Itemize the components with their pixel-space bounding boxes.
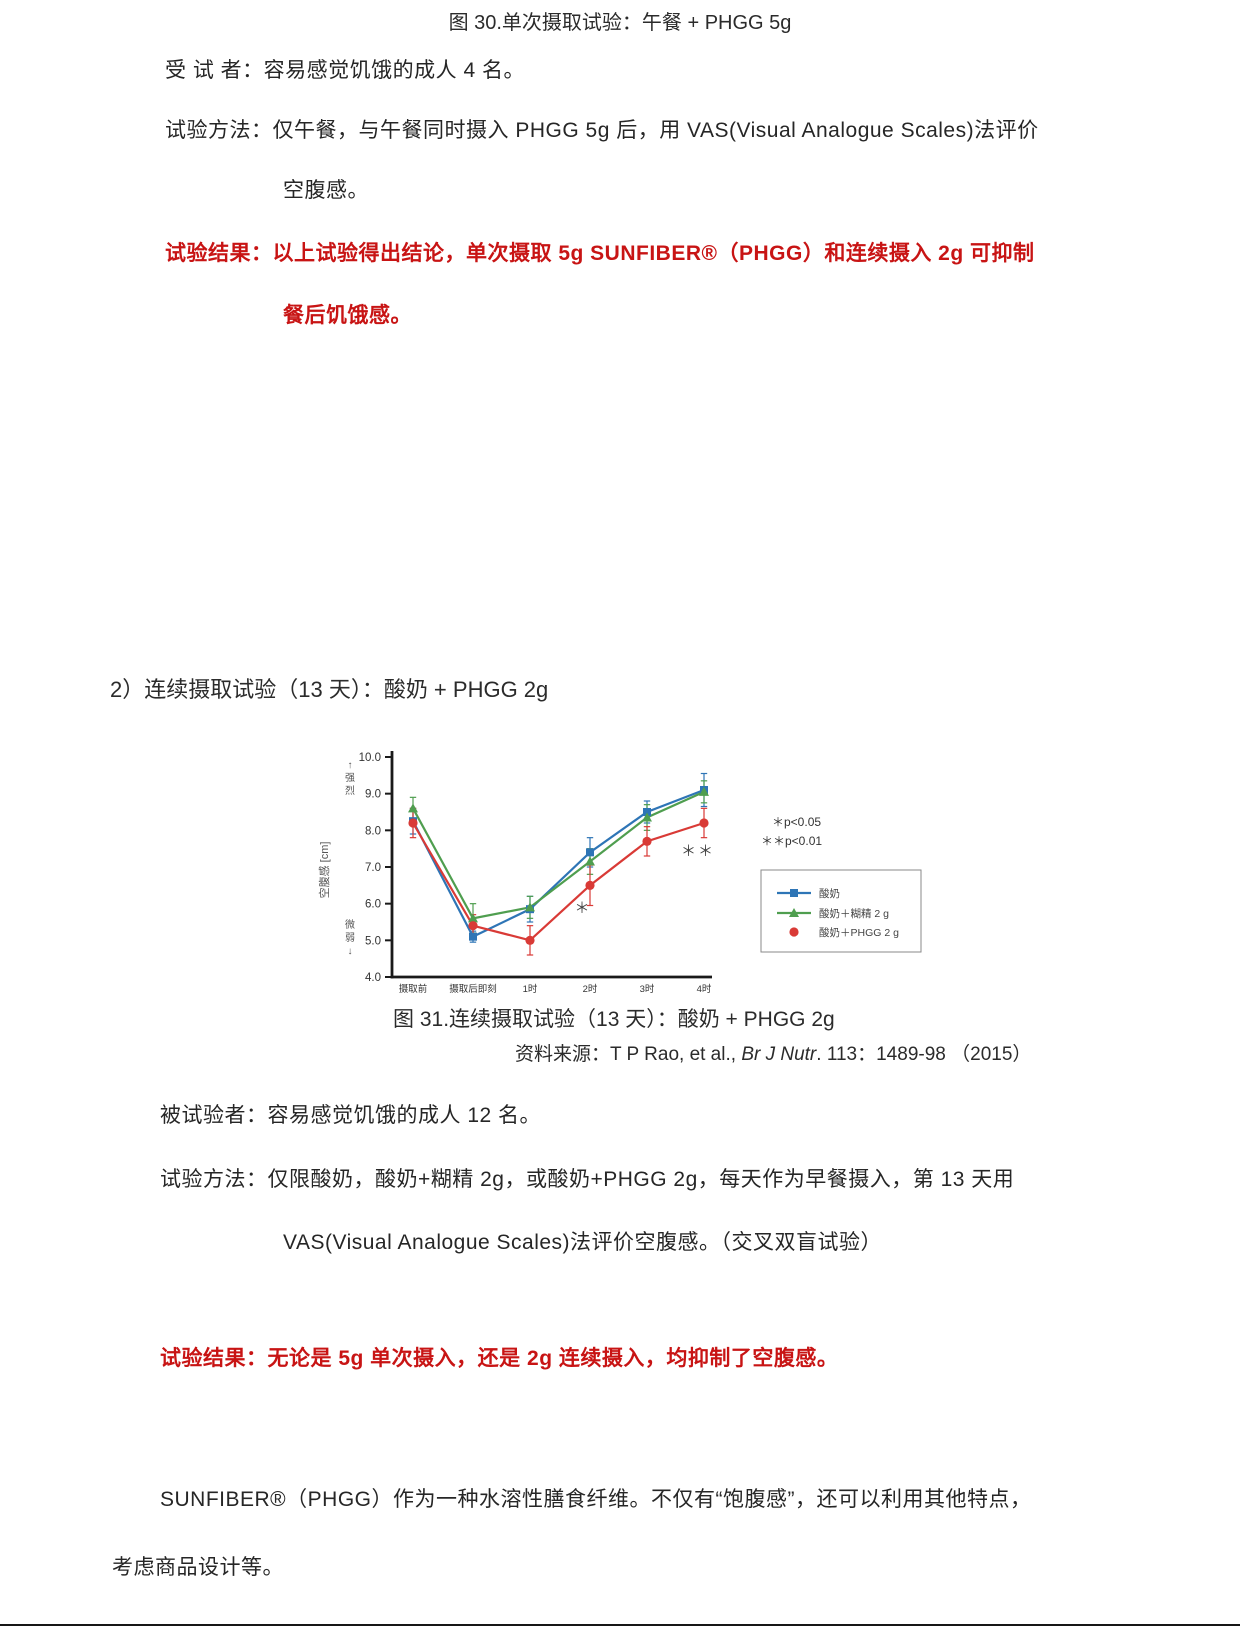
s1-result-line1: 试验结果：以上试验得出结论，单次摄取 5g SUNFIBER®（PHGG）和连续… [165,242,1035,265]
series-line [412,790,705,920]
y-tick-label: 8.0 [365,825,381,837]
marker-circle [699,818,709,828]
p-note-1: ＊p<0.05 [772,815,821,829]
figure31-source: 资料来源：T P Rao, et al., Br J Nutr. 113：148… [515,1039,1031,1066]
y-bottom-direction-label: ↓ [348,946,353,957]
s1-method-line2: 空腹感。 [283,179,369,202]
closing-line2: 考虑商品设计等。 [112,1556,284,1579]
figure-31-chart: 10.0 9.0 8.0 7.0 6.0 5.0 4.0 空腹感 [cm] ↑ 强烈微弱 ↓ 摄取前 摄… [300,712,940,1012]
x-category-label: 摄取后即刻 [449,983,497,995]
y-tick-label: 5.0 [365,935,381,947]
marker-square [643,808,651,816]
y-tick-label: 7.0 [365,862,381,874]
y-top-direction-label: ↑ [348,760,353,771]
y-bottom-direction-label: 弱 [345,932,355,944]
x-category-label: 4时 [697,983,712,995]
source-journal: Br J Nutr [741,1044,817,1065]
y-axis-title: 空腹感 [cm] [317,842,331,899]
legend-label: 酸奶＋PHGG 2 g [819,926,899,939]
marker-triangle [408,803,418,813]
marker-circle [408,818,418,828]
closing-line1: SUNFIBER®（PHGG）作为一种水溶性膳食纤维。不仅有“饱腹感”，还可以利… [160,1488,1032,1511]
series-line [412,788,705,939]
significance-annotation: ＊＊ [681,843,715,860]
y-tick-label: 6.0 [365,899,381,911]
marker-square [469,932,477,941]
series-line [412,821,705,942]
figure30-title: 图 30.单次摄取试验：午餐 + PHGG 5g [448,12,792,34]
y-tick-label: 10.0 [359,752,381,764]
legend-box [760,869,922,953]
marker-square [790,889,798,897]
x-category-label: 1时 [523,983,538,995]
s2-subjects-line: 被试验者：容易感觉饥饿的成人 12 名。 [160,1104,542,1127]
y-tick-label: 9.0 [365,789,381,801]
x-category-label: 2时 [583,983,598,995]
marker-triangle [585,856,595,866]
source-suffix: . 113：1489-98 （2015） [816,1044,1032,1065]
p-note-2: ＊＊p<0.01 [761,834,822,848]
y-top-direction-label: 烈 [345,785,355,797]
s2-method-line1: 试验方法：仅限酸奶，酸奶+糊精 2g，或酸奶+PHGG 2g，每天作为早餐摄入，… [160,1168,1015,1191]
significance-annotation: ＊ [574,900,591,917]
marker-triangle [525,902,535,912]
source-prefix: 资料来源：T P Rao, et al., [515,1044,742,1065]
marker-square [586,848,594,857]
y-bottom-direction-label: 微 [345,918,355,931]
legend-label: 酸奶 [819,887,840,900]
s1-result-line2: 餐后饥饿感。 [283,304,412,327]
marker-triangle [699,786,709,796]
y-top-direction-label: 强 [345,772,355,784]
marker-triangle [468,913,478,923]
page-bottom-rule [0,1624,1240,1626]
marker-triangle [642,812,652,822]
s2-method-line2: VAS(Visual Analogue Scales)法评价空腹感。（交叉双盲试… [283,1231,883,1254]
section2-heading: 2）连续摄取试验（13 天）：酸奶 + PHGG 2g [110,677,549,702]
legend-label: 酸奶＋糊精 2 g [819,907,889,920]
figure31-caption: 图 31.连续摄取试验（13 天）：酸奶 + PHGG 2g [393,1008,835,1031]
y-tick-label: 4.0 [365,972,381,984]
s1-method-line1: 试验方法：仅午餐，与午餐同时摄入 PHGG 5g 后，用 VAS(Visual … [165,119,1039,142]
marker-triangle [789,908,799,917]
s2-result-line: 试验结果：无论是 5g 单次摄入，还是 2g 连续摄入，均抑制了空腹感。 [160,1347,839,1370]
marker-circle [585,880,595,890]
x-category-label: 摄取前 [399,983,428,995]
x-category-label: 3时 [640,983,655,995]
s1-subjects-line: 受 试 者：容易感觉饥饿的成人 4 名。 [165,59,526,82]
marker-circle [642,836,652,846]
marker-circle [789,927,799,937]
marker-circle [525,935,535,945]
marker-circle [468,921,478,931]
